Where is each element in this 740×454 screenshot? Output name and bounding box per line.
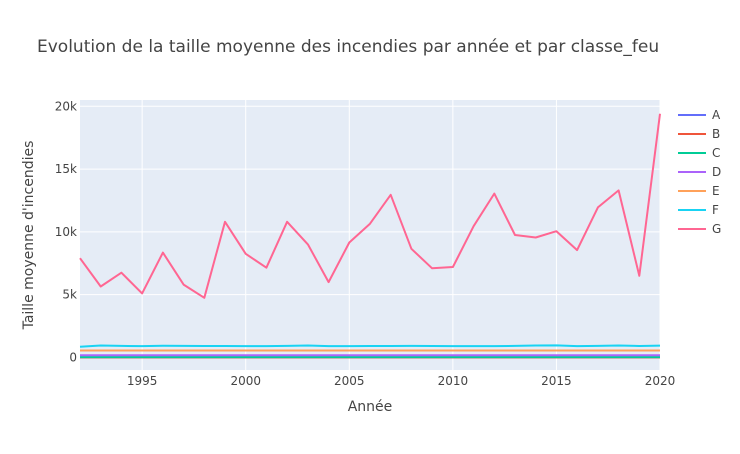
x-tick-label: 2000 — [230, 374, 261, 388]
legend-item-e[interactable]: E — [678, 184, 720, 198]
y-tick-label: 20k — [55, 99, 77, 113]
legend-item-a[interactable]: A — [678, 108, 721, 122]
y-tick-label: 15k — [55, 162, 77, 176]
legend-label: G — [712, 222, 721, 236]
legend-label: D — [712, 165, 721, 179]
y-tick-label: 10k — [55, 225, 77, 239]
series-lines — [79, 113, 661, 359]
legend-item-g[interactable]: G — [678, 222, 721, 236]
y-tick-label: 0 — [69, 350, 77, 364]
legend-item-b[interactable]: B — [678, 127, 720, 141]
series-line-g — [79, 113, 661, 299]
y-axis-ticks: 0 5k 10k 15k 20k — [55, 99, 77, 364]
y-axis-label: Taille moyenne d'incendies — [21, 141, 37, 331]
plot-area — [80, 100, 660, 370]
x-tick-label: 2020 — [645, 374, 676, 388]
y-tick-label: 5k — [62, 288, 77, 302]
x-axis-ticks: 1995 2000 2005 2010 2015 2020 — [127, 374, 675, 388]
x-tick-label: 2010 — [438, 374, 469, 388]
chart-title: Evolution de la taille moyenne des incen… — [37, 37, 659, 57]
legend-label: E — [712, 184, 720, 198]
legend-label: C — [712, 146, 720, 160]
legend-label: F — [712, 203, 719, 217]
legend-item-d[interactable]: D — [678, 165, 721, 179]
x-tick-label: 2015 — [541, 374, 572, 388]
x-tick-label: 1995 — [127, 374, 158, 388]
series-line-f — [79, 344, 661, 348]
legend-item-f[interactable]: F — [678, 203, 719, 217]
legend-item-c[interactable]: C — [678, 146, 720, 160]
legend-label: A — [712, 108, 721, 122]
x-tick-label: 2005 — [334, 374, 365, 388]
x-axis-label: Année — [348, 399, 393, 415]
legend-label: B — [712, 127, 720, 141]
